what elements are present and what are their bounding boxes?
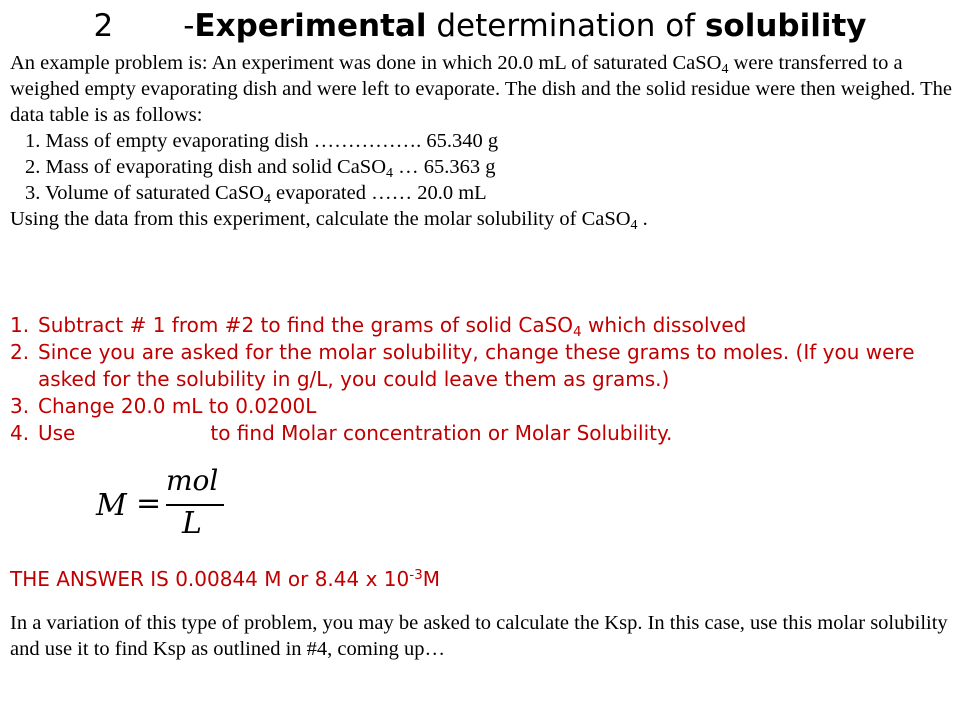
question-line: Using the data from this experiment, cal… xyxy=(10,206,955,234)
title-dash: - xyxy=(183,8,195,44)
answer-exponent: -3 xyxy=(409,566,423,583)
question-subscript: 4 xyxy=(630,218,638,234)
question-text-b: . xyxy=(637,208,648,230)
molarity-formula: M = mol L xyxy=(96,462,226,546)
step-3-number: 3. xyxy=(10,394,30,418)
answer-line: THE ANSWER IS 0.00844 M or 8.44 x 10-3M xyxy=(10,566,440,593)
step-2-text: Since you are asked for the molar solubi… xyxy=(38,340,915,391)
step-1: 1. Subtract # 1 from #2 to find the grams… xyxy=(10,312,955,339)
answer-unit: M xyxy=(422,567,441,591)
formula-lhs: M xyxy=(96,488,127,523)
data-row-1-text: 1. Mass of empty evaporating dish …………….… xyxy=(25,130,499,152)
formula-denominator: L xyxy=(182,506,202,541)
example-subscript: 4 xyxy=(721,62,729,78)
fraction-bar xyxy=(166,504,224,506)
data-row-2: 2. Mass of evaporating dish and solid Ca… xyxy=(10,154,955,182)
question-text-a: Using the data from this experiment, cal… xyxy=(10,208,631,230)
answer-text-a: THE ANSWER IS 0.00844 M or 8.44 x 10 xyxy=(10,567,410,591)
data-row-3: 3. Volume of saturated CaSO4 evaporated … xyxy=(10,180,955,208)
step-1-text-b: which dissolved xyxy=(581,313,747,337)
example-paragraph: An example problem is: An experiment was… xyxy=(10,50,955,128)
data-row-2-text-b: … 65.363 g xyxy=(392,156,496,178)
step-3-text: Change 20.0 mL to 0.0200L xyxy=(38,394,317,418)
example-text-a: An example problem is: An experiment was… xyxy=(10,52,722,74)
solution-steps: 1. Subtract # 1 from #2 to find the grams… xyxy=(10,312,955,447)
formula-equals: = xyxy=(136,486,162,521)
slide-title: 2 -Experimental determination of solubili… xyxy=(0,6,960,46)
variation-paragraph: In a variation of this type of problem, … xyxy=(10,610,955,662)
title-middle: determination of xyxy=(426,8,705,44)
title-word-experimental: Experimental xyxy=(194,8,427,44)
step-1-text-a: Subtract # 1 from #2 to find the grams o… xyxy=(38,313,574,337)
data-row-2-subscript: 4 xyxy=(386,166,393,182)
slide-number: 2 xyxy=(93,8,114,44)
step-4-text-b: to find Molar concentration or Molar Sol… xyxy=(210,421,673,445)
step-2-number: 2. xyxy=(10,340,30,364)
example-problem: An example problem is: An experiment was… xyxy=(10,50,955,234)
step-2: 2. Since you are asked for the molar solu… xyxy=(10,339,955,393)
data-row-3-text-a: 3. Volume of saturated CaSO xyxy=(25,182,264,204)
data-row-1: 1. Mass of empty evaporating dish …………….… xyxy=(10,128,955,154)
step-4-text-a: Use xyxy=(38,421,76,445)
step-4-number: 4. xyxy=(10,421,30,445)
formula-numerator: mol xyxy=(166,464,219,497)
data-row-3-text-b: evaporated …… 20.0 mL xyxy=(270,182,487,204)
variation-text: In a variation of this type of problem, … xyxy=(10,612,948,660)
step-1-subscript: 4 xyxy=(573,324,582,341)
data-row-3-subscript: 4 xyxy=(263,192,271,208)
data-row-2-text-a: 2. Mass of evaporating dish and solid Ca… xyxy=(25,156,386,178)
step-1-number: 1. xyxy=(10,313,30,337)
title-word-solubility: solubility xyxy=(704,8,867,44)
step-3: 3. Change 20.0 mL to 0.0200L xyxy=(10,393,955,420)
step-4: 4. Use to find Molar concentration or Mola… xyxy=(10,420,955,447)
example-text-b: were transferred to a weighed empty evap… xyxy=(10,52,952,126)
